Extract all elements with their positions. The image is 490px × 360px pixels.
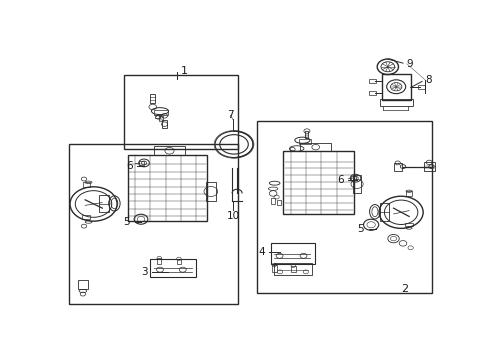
Bar: [353, 175, 361, 193]
Bar: [271, 243, 315, 264]
Bar: [380, 203, 390, 221]
Bar: [351, 176, 356, 180]
Bar: [154, 146, 185, 156]
Bar: [272, 265, 276, 272]
Text: 3: 3: [141, 267, 148, 277]
Bar: [380, 99, 413, 105]
Bar: [159, 116, 163, 121]
Bar: [83, 183, 90, 187]
Bar: [157, 258, 161, 264]
Bar: [78, 280, 88, 288]
Bar: [418, 85, 425, 89]
Bar: [128, 156, 207, 221]
Bar: [393, 163, 402, 171]
Bar: [154, 110, 168, 115]
Bar: [299, 139, 311, 144]
Bar: [124, 75, 238, 149]
Text: 6: 6: [126, 161, 133, 171]
Text: 10: 10: [227, 211, 240, 221]
Bar: [162, 120, 167, 128]
Bar: [274, 263, 312, 275]
Bar: [82, 215, 91, 219]
Bar: [257, 121, 432, 293]
Text: 9: 9: [407, 59, 414, 69]
Bar: [291, 266, 295, 272]
Bar: [206, 182, 216, 201]
Bar: [150, 94, 155, 103]
Text: 5: 5: [123, 217, 129, 227]
Text: 8: 8: [425, 75, 432, 85]
Bar: [277, 201, 281, 205]
Text: 6: 6: [337, 175, 344, 185]
Bar: [271, 198, 275, 204]
Bar: [424, 162, 435, 171]
Bar: [139, 161, 144, 165]
Bar: [150, 260, 196, 278]
Bar: [305, 131, 309, 138]
Bar: [382, 74, 411, 100]
Text: 1: 1: [181, 66, 188, 76]
Bar: [69, 144, 238, 304]
Bar: [369, 79, 376, 82]
Bar: [99, 195, 109, 212]
Bar: [300, 143, 331, 151]
Text: 2: 2: [401, 284, 409, 293]
Bar: [283, 151, 354, 214]
Bar: [406, 191, 412, 195]
Bar: [369, 91, 376, 95]
Bar: [177, 258, 181, 264]
Text: 4: 4: [258, 247, 265, 257]
Text: 5: 5: [358, 224, 364, 234]
Bar: [405, 222, 413, 226]
Bar: [155, 115, 160, 118]
Text: 7: 7: [227, 110, 234, 120]
